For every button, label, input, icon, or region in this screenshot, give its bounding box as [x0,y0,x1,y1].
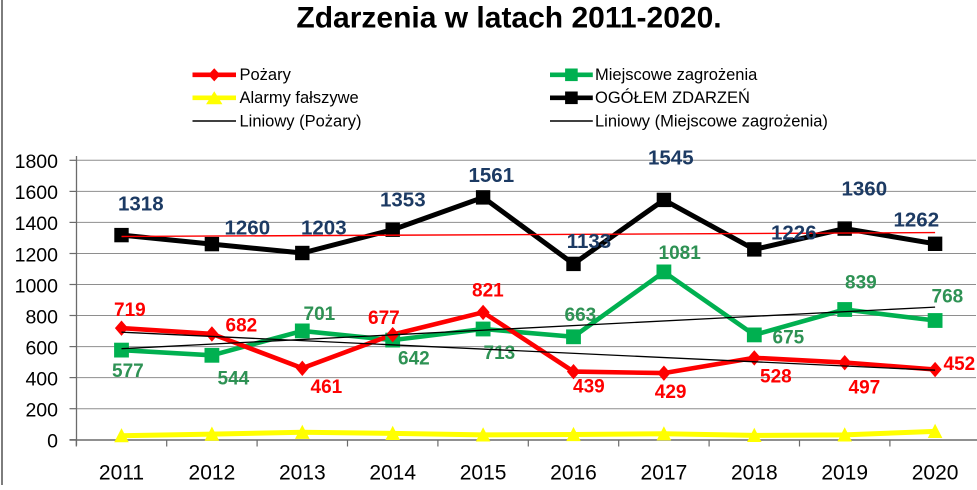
svg-text:2016: 2016 [550,462,597,485]
svg-text:577: 577 [112,361,144,382]
svg-text:497: 497 [849,377,881,398]
svg-text:2015: 2015 [460,462,507,485]
svg-text:800: 800 [25,306,58,328]
svg-text:1226: 1226 [771,222,817,245]
svg-text:1600: 1600 [15,182,59,204]
svg-text:2020: 2020 [912,462,959,485]
svg-text:768: 768 [932,286,964,307]
svg-text:1081: 1081 [659,243,702,264]
svg-text:Pożary: Pożary [240,66,292,84]
svg-text:1561: 1561 [469,164,515,187]
svg-text:200: 200 [25,400,58,422]
svg-text:400: 400 [25,368,58,390]
svg-text:2014: 2014 [369,462,416,485]
svg-text:2013: 2013 [279,462,326,485]
svg-text:1400: 1400 [15,213,59,235]
svg-text:2011: 2011 [99,462,144,485]
svg-text:528: 528 [760,366,792,387]
svg-text:682: 682 [226,316,258,337]
svg-text:1360: 1360 [842,178,888,201]
svg-text:1353: 1353 [380,189,426,212]
svg-text:439: 439 [573,377,605,398]
svg-text:Liniowy (Miejscowe zagrożenia): Liniowy (Miejscowe zagrożenia) [595,112,828,130]
svg-text:1000: 1000 [15,275,59,297]
svg-text:821: 821 [472,281,504,302]
svg-text:1203: 1203 [301,216,347,239]
svg-text:Alarmy fałszywe: Alarmy fałszywe [240,89,359,107]
svg-text:Zdarzenia w latach 2011-2020.: Zdarzenia w latach 2011-2020. [296,2,721,35]
svg-text:677: 677 [368,308,400,329]
svg-text:1800: 1800 [15,151,59,173]
svg-text:675: 675 [773,328,805,349]
svg-text:642: 642 [398,349,430,370]
svg-text:663: 663 [565,305,597,326]
svg-text:1200: 1200 [15,244,59,266]
svg-text:701: 701 [304,304,336,325]
svg-text:1133: 1133 [567,230,611,253]
svg-text:1262: 1262 [894,208,940,231]
svg-text:Miejscowe zagrożenia: Miejscowe zagrożenia [595,66,758,84]
svg-text:544: 544 [218,369,250,390]
svg-text:0: 0 [47,431,58,453]
svg-text:461: 461 [311,377,343,398]
svg-text:429: 429 [655,382,687,403]
svg-text:2018: 2018 [731,462,778,485]
svg-text:OGÓŁEM ZDARZEŃ: OGÓŁEM ZDARZEŃ [595,88,750,107]
svg-text:2012: 2012 [189,462,236,485]
svg-text:1260: 1260 [225,216,271,239]
svg-text:1545: 1545 [648,147,694,170]
svg-text:2019: 2019 [821,462,868,485]
svg-text:719: 719 [114,300,146,321]
svg-text:600: 600 [25,337,58,359]
svg-text:713: 713 [484,343,516,364]
svg-text:2017: 2017 [641,462,688,485]
svg-text:Liniowy (Pożary): Liniowy (Pożary) [240,112,362,130]
svg-text:452: 452 [944,354,976,375]
svg-text:1318: 1318 [118,192,164,215]
svg-text:839: 839 [845,273,877,294]
